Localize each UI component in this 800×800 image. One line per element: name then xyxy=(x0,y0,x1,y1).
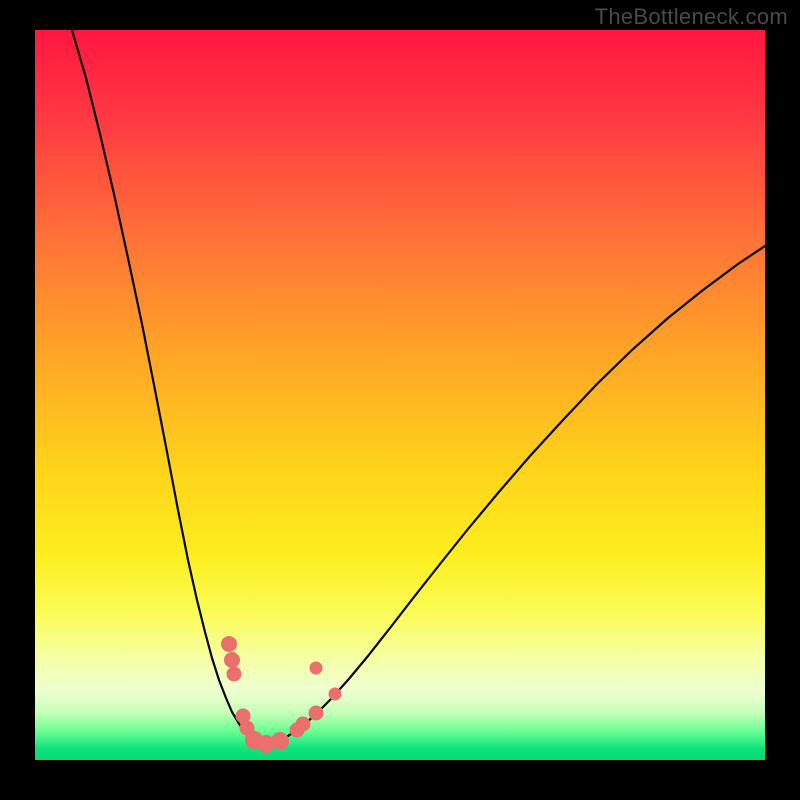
data-marker xyxy=(272,733,289,750)
gradient-background xyxy=(35,30,765,760)
data-marker xyxy=(310,662,322,674)
chart-frame: TheBottleneck.com xyxy=(0,0,800,800)
data-marker xyxy=(329,688,341,700)
data-marker xyxy=(225,653,240,668)
bottleneck-chart xyxy=(0,0,800,800)
data-marker xyxy=(309,706,323,720)
data-marker xyxy=(227,667,241,681)
data-marker xyxy=(222,637,237,652)
watermark-text: TheBottleneck.com xyxy=(595,4,788,30)
data-marker xyxy=(296,717,310,731)
